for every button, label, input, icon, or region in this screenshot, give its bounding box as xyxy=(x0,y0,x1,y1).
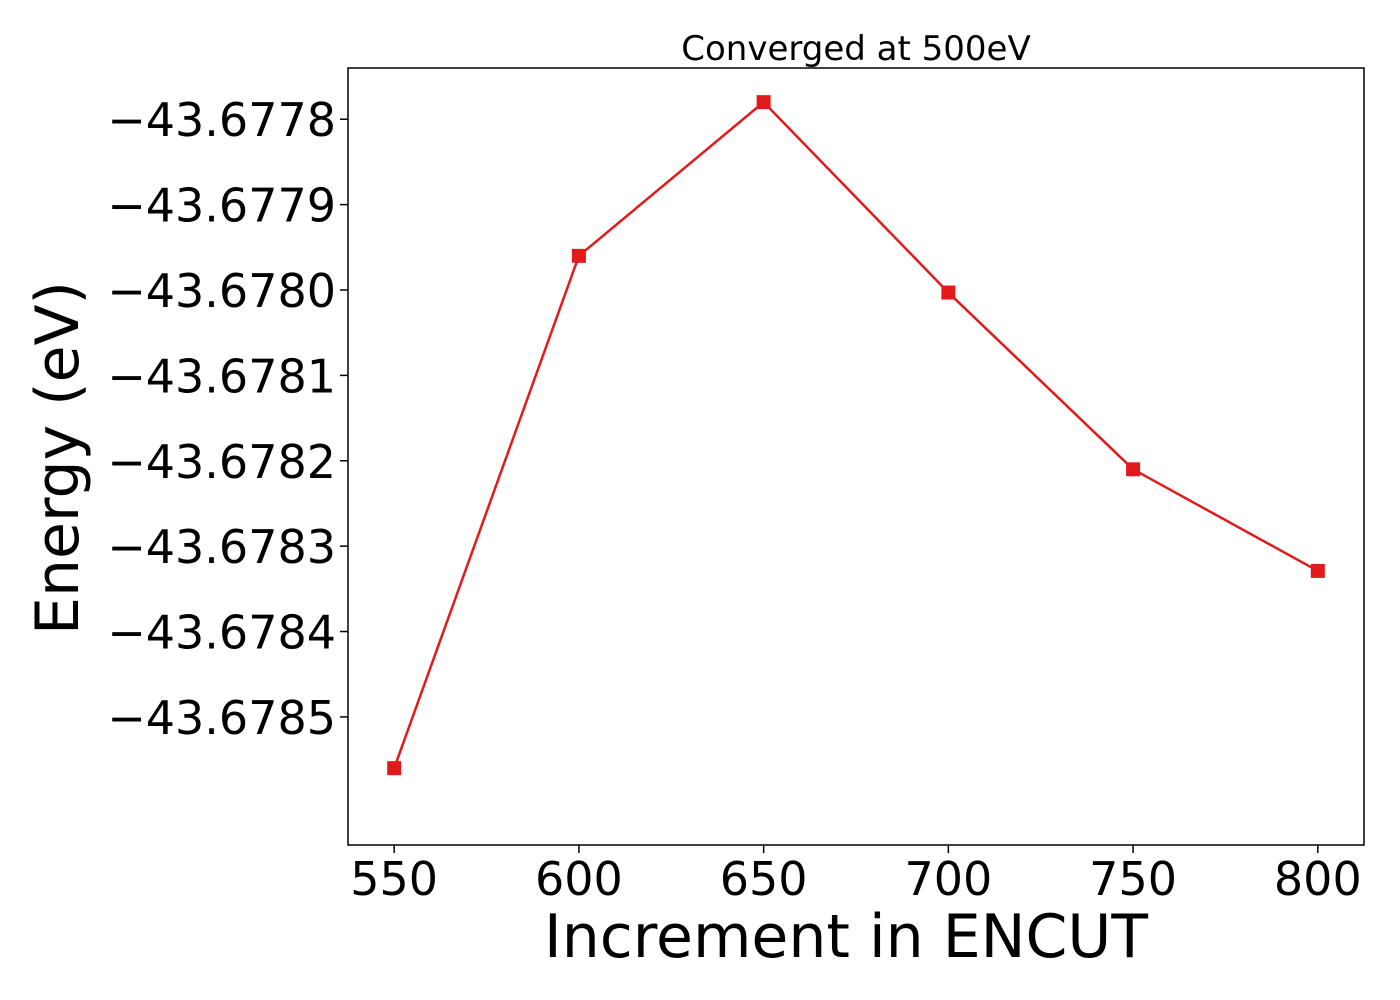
x-tick-label: 600 xyxy=(535,852,623,906)
data-point xyxy=(571,248,586,263)
x-axis: 550 600 650 700 750 800 xyxy=(350,845,1362,906)
x-tick-label: 650 xyxy=(720,852,808,906)
plot-area-frame xyxy=(347,67,1365,846)
y-tick-label: −43.6784 xyxy=(107,606,336,660)
data-point xyxy=(756,95,771,110)
series-layer xyxy=(387,95,1325,776)
y-tick-label: −43.6778 xyxy=(107,93,336,147)
series-line xyxy=(393,100,1319,769)
x-tick-label: 550 xyxy=(350,852,438,906)
y-tick-label: −43.6779 xyxy=(107,179,336,233)
y-axis-label: Energy (eV) xyxy=(23,281,93,635)
x-tick-label: 750 xyxy=(1089,852,1177,906)
y-tick-label: −43.6781 xyxy=(107,349,336,403)
data-point xyxy=(1126,462,1141,477)
data-point xyxy=(1310,563,1325,578)
y-tick-label: −43.6783 xyxy=(107,520,336,574)
y-tick-label: −43.6780 xyxy=(107,264,336,318)
y-axis: −43.6778 −43.6779 −43.6780 −43.6781 −43.6782… xyxy=(107,93,348,745)
x-tick-label: 800 xyxy=(1274,852,1362,906)
chart-title: Converged at 500eV xyxy=(681,29,1030,69)
y-tick-label: −43.6782 xyxy=(107,435,336,489)
y-tick-label: −43.6785 xyxy=(107,691,336,745)
data-point xyxy=(387,761,402,776)
x-axis-label: Increment in ENCUT xyxy=(544,902,1148,972)
data-point xyxy=(941,285,956,300)
x-tick-label: 700 xyxy=(904,852,992,906)
